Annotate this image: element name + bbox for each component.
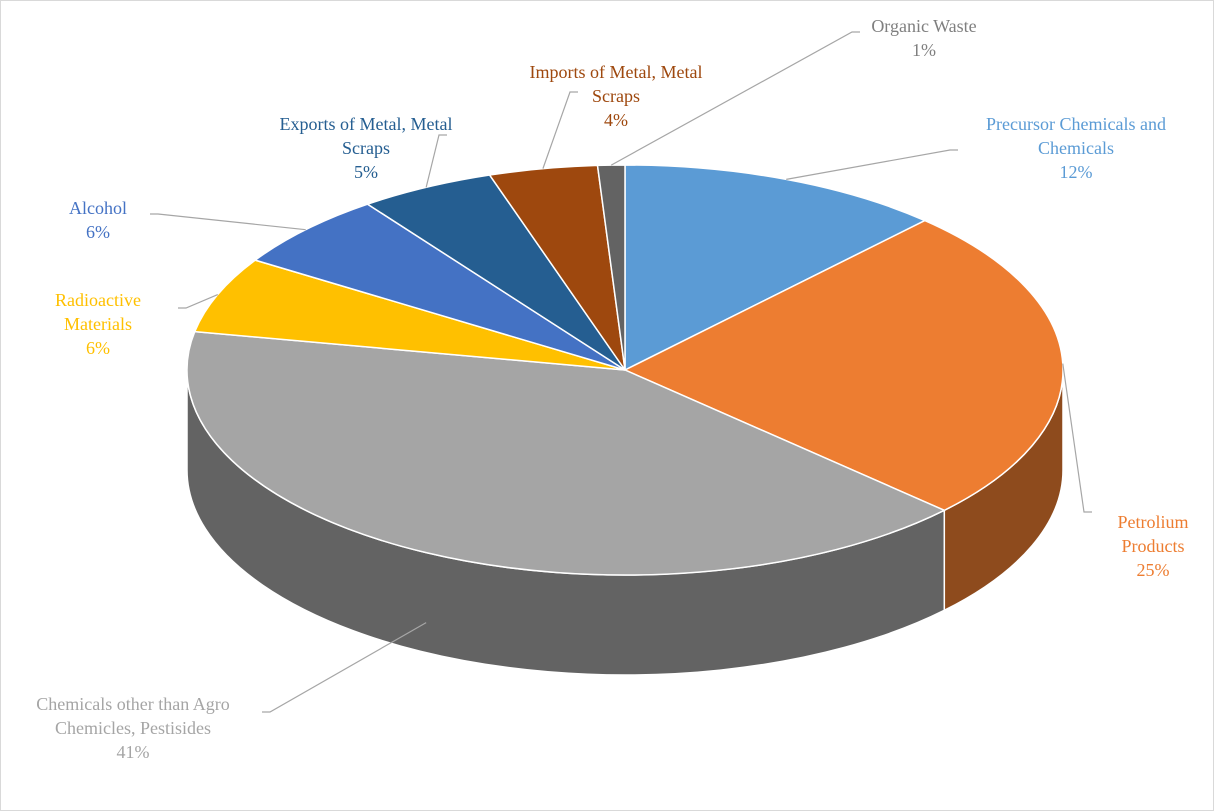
- label-name: Organic Waste: [871, 16, 977, 36]
- leader-line: [610, 31, 860, 166]
- slice: [623, 219, 1064, 512]
- data-label: Organic Waste 1%: [824, 14, 1024, 62]
- slice: [596, 164, 626, 371]
- leader-line: [425, 134, 447, 188]
- label-name: Radioactive Materials: [55, 290, 141, 334]
- leader-line: [786, 149, 958, 180]
- label-value: 41%: [116, 742, 150, 762]
- label-value: 12%: [1059, 162, 1093, 182]
- label-name: Precursor Chemicals and Chemicals: [986, 114, 1166, 158]
- label-value: 25%: [1136, 560, 1170, 580]
- leader-line: [542, 91, 578, 169]
- data-label: Imports of Metal, Metal Scraps 4%: [516, 60, 716, 132]
- label-value: 1%: [912, 40, 936, 60]
- label-name: Chemicals other than Agro Chemicles, Pes…: [36, 694, 230, 738]
- label-value: 5%: [354, 162, 378, 182]
- label-name: Alcohol: [69, 198, 127, 218]
- leader-line: [1062, 363, 1092, 513]
- data-label: Petrolium Products 25%: [1088, 510, 1215, 582]
- label-name: Exports of Metal, Metal Scraps: [279, 114, 453, 158]
- data-label: Alcohol 6%: [48, 196, 148, 244]
- data-label: Radioactive Materials 6%: [23, 288, 173, 360]
- data-label: Precursor Chemicals and Chemicals 12%: [961, 112, 1191, 184]
- data-label: Exports of Metal, Metal Scraps 5%: [266, 112, 466, 184]
- slice: [186, 330, 947, 576]
- leader-line: [178, 293, 218, 309]
- label-value: 6%: [86, 338, 110, 358]
- label-value: 4%: [604, 110, 628, 130]
- leader-line: [262, 622, 427, 713]
- slice: [624, 164, 927, 372]
- label-name: Petrolium Products: [1117, 512, 1189, 556]
- data-label: Chemicals other than Agro Chemicles, Pes…: [3, 692, 263, 764]
- leader-line: [150, 213, 306, 231]
- label-name: Imports of Metal, Metal Scraps: [529, 62, 703, 106]
- label-value: 6%: [86, 222, 110, 242]
